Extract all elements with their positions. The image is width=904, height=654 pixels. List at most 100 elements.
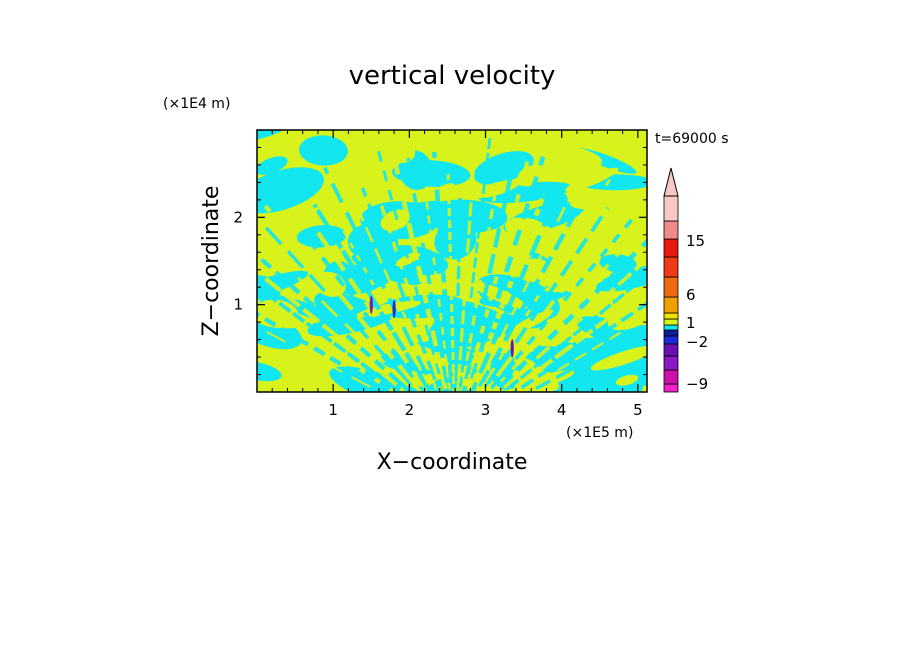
- wave-ray: [315, 230, 431, 392]
- wave-ray: [424, 190, 452, 392]
- x-scale-label: (×1E5 m): [566, 425, 633, 441]
- wave-ray: [393, 163, 449, 392]
- wave-ray: [525, 326, 647, 392]
- y-axis-label: Z−coordinate: [199, 186, 224, 337]
- field-blob: [532, 346, 624, 392]
- chart-title: vertical velocity: [349, 61, 556, 91]
- wave-ray: [458, 136, 492, 392]
- x-tick-label: 5: [633, 401, 643, 419]
- colorbar-label: −2: [686, 333, 708, 351]
- wave-ray: [454, 197, 462, 392]
- wave-ray: [406, 157, 451, 392]
- field-blob: [615, 374, 639, 386]
- field-blob: [565, 167, 619, 192]
- field-blob: [434, 221, 477, 260]
- wave-ray: [322, 166, 438, 392]
- wave-ray: [482, 244, 598, 392]
- colorbar-segment: [663, 256, 679, 278]
- wave-ray: [456, 151, 477, 392]
- wave-ray: [272, 253, 417, 392]
- field-blob: [377, 138, 416, 164]
- time-label: t=69000 s: [655, 131, 729, 147]
- colorbar-segment: [663, 238, 679, 258]
- wave-ray: [505, 287, 647, 392]
- wave-ray: [489, 227, 643, 392]
- strong-cell: [392, 300, 396, 318]
- colorbar-label: 15: [686, 232, 705, 250]
- colorbar-segment: [663, 220, 679, 240]
- colorbar-segment: [663, 312, 679, 320]
- y-axis-ticks: 12: [233, 208, 647, 314]
- colorbar-segment: [663, 324, 679, 331]
- wave-ray: [372, 183, 444, 392]
- field-blob: [257, 361, 282, 382]
- wave-ray: [431, 151, 455, 392]
- field-blob: [257, 167, 324, 214]
- y-scale-label: (×1E4 m): [163, 96, 230, 112]
- plot-frame: [256, 129, 648, 393]
- x-tick-label: 3: [481, 401, 491, 419]
- colorbar-segment: [663, 355, 679, 371]
- y-tick-label: 2: [233, 208, 243, 226]
- x-tick-label: 4: [557, 401, 567, 419]
- colorbar-label: 1: [686, 314, 696, 332]
- wave-ray: [257, 325, 382, 392]
- field-blob: [544, 277, 603, 293]
- field-blob: [569, 192, 626, 210]
- wave-ray: [264, 276, 410, 392]
- field-blob: [538, 143, 603, 172]
- field-wave-streaks: [257, 136, 647, 392]
- wave-ray: [469, 197, 558, 392]
- colorbar-label: 6: [686, 286, 696, 304]
- strong-cell: [369, 295, 373, 314]
- x-axis-label: X−coordinate: [377, 450, 528, 475]
- wave-ray: [263, 204, 425, 392]
- field-negative-regions: [257, 130, 647, 392]
- wave-ray: [312, 203, 433, 392]
- wave-ray: [511, 301, 647, 392]
- field-blob: [596, 264, 647, 292]
- field-blob: [607, 302, 647, 331]
- wave-ray: [336, 160, 440, 392]
- colorbar-segment: [663, 369, 679, 385]
- wave-ray: [467, 193, 547, 392]
- colorbar-extend-arrow: [663, 167, 679, 197]
- wave-ray: [260, 222, 421, 392]
- y-tick-label: 1: [233, 296, 243, 314]
- field-blob: [257, 156, 288, 175]
- x-tick-label: 2: [405, 401, 415, 419]
- wave-ray: [496, 256, 647, 392]
- field-blob: [257, 130, 288, 142]
- wave-ray: [473, 185, 577, 392]
- field-blob: [257, 246, 293, 260]
- wave-ray: [300, 229, 428, 392]
- wave-ray: [477, 170, 617, 392]
- x-axis-ticks: 1 2 3 4 5: [328, 130, 643, 419]
- colorbar-segment: [663, 343, 679, 357]
- colorbar-segment: [663, 195, 679, 222]
- wave-ray: [519, 315, 647, 392]
- colorbar: 15 6 1−2 −9: [663, 167, 708, 393]
- field-blob: [593, 325, 647, 355]
- field-blob: [590, 345, 647, 371]
- x-tick-label: 1: [328, 401, 338, 419]
- colorbar-segment: [663, 296, 679, 314]
- field-blob: [257, 309, 302, 350]
- wave-ray: [257, 252, 414, 392]
- colorbar-segment: [663, 335, 679, 345]
- colorbar-segment: [663, 276, 679, 298]
- wave-ray: [446, 174, 456, 392]
- wave-ray: [257, 284, 404, 392]
- wave-ray: [479, 206, 610, 392]
- minor-ticks: [257, 130, 647, 392]
- colorbar-segment: [663, 383, 679, 393]
- strong-cell: [510, 339, 514, 358]
- wave-ray: [461, 161, 516, 392]
- wave-ray: [485, 212, 639, 392]
- wave-ray: [465, 156, 546, 392]
- velocity-field: [257, 130, 647, 392]
- wave-ray: [491, 238, 647, 392]
- colorbar-label: −9: [686, 375, 708, 393]
- wave-ray: [501, 272, 647, 392]
